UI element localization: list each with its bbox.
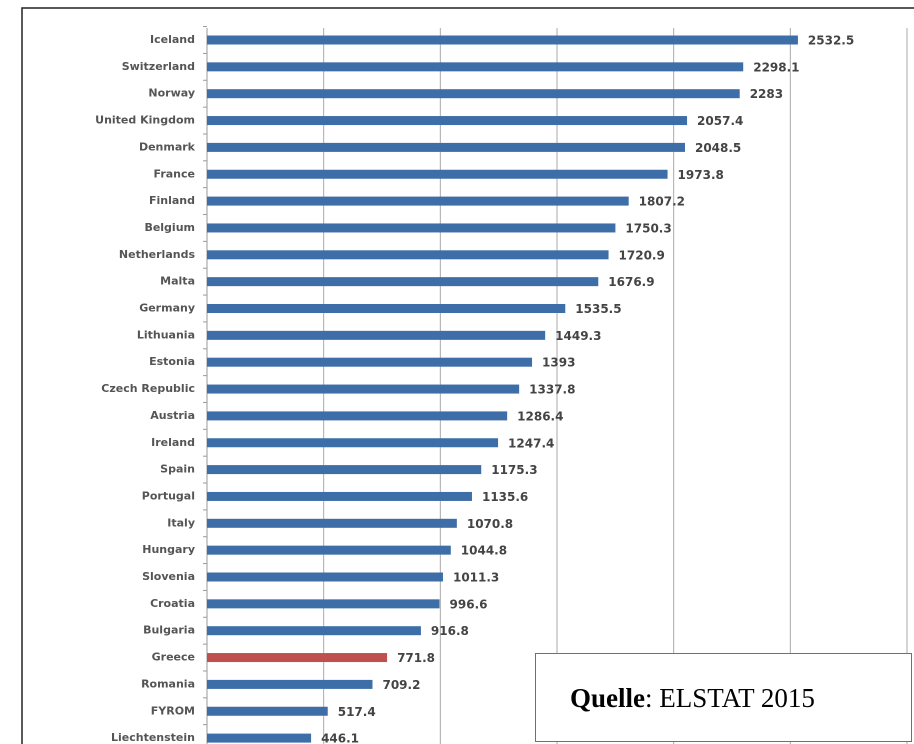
value-label: 916.8 [431,624,469,638]
bar [207,518,457,528]
value-label: 1750.3 [625,221,671,235]
bar [207,357,533,367]
value-label: 2298.1 [753,60,799,74]
bar [207,733,312,743]
source-label: Quelle [570,683,645,713]
bar [207,411,508,421]
bar [207,465,482,475]
value-label: 1011.3 [453,571,499,585]
value-label: 446.1 [321,732,359,744]
value-label: 1175.3 [491,463,537,477]
bar [207,679,373,689]
y-tick-label: Norway [148,87,195,100]
value-label: 996.6 [450,597,488,611]
bar [207,250,609,260]
bar [207,706,328,716]
y-tick-label: Croatia [150,597,195,610]
value-label: 771.8 [397,651,435,665]
bar [207,169,668,179]
value-label: 1044.8 [461,544,507,558]
bar [207,330,546,340]
y-tick-label: Netherlands [119,248,196,261]
y-tick-label: Bulgaria [143,624,195,637]
value-label: 2532.5 [808,34,854,48]
value-label: 517.4 [338,705,376,719]
source-box: Quelle: ELSTAT 2015 [535,653,912,742]
source-text: : ELSTAT 2015 [645,683,815,713]
y-tick-label: Switzerland [122,60,195,73]
y-tick-label: Romania [141,677,195,690]
y-tick-label: Czech Republic [101,382,195,395]
value-label: 2048.5 [695,141,741,155]
value-label: 1535.5 [575,302,621,316]
bar [207,35,798,45]
y-tick-label: Austria [150,409,195,422]
y-tick-label: Iceland [150,33,195,46]
chart-frame [21,7,914,744]
value-label: 1286.4 [517,409,563,423]
bar [207,438,499,448]
bar [207,491,472,501]
y-tick-label: Slovenia [142,570,195,583]
y-tick-label: Belgium [144,221,195,234]
y-tick-label: Denmark [139,140,196,153]
y-tick-label: France [154,167,195,180]
y-tick-label: Lithuania [137,328,195,341]
bar [207,116,688,126]
value-label: 1070.8 [467,517,513,531]
y-tick-label: Malta [160,275,195,288]
value-label: 1337.8 [529,383,575,397]
value-label: 1676.9 [608,275,654,289]
y-tick-label: Finland [149,194,195,207]
y-tick-label: United Kingdom [95,114,195,127]
y-tick-label: Estonia [149,355,195,368]
y-tick-label: FYROM [151,704,195,717]
bar [207,89,740,99]
value-label: 709.2 [382,678,420,692]
bar [207,545,451,555]
bar [207,599,440,609]
bar [207,626,421,636]
bar [207,653,388,663]
value-label: 2283 [750,87,783,101]
value-label: 1135.6 [482,490,528,504]
bar [207,277,599,287]
value-label: 1393 [542,356,575,370]
bar [207,223,616,233]
y-tick-label: Germany [139,302,195,315]
bar [207,142,685,152]
bar [207,384,520,394]
bar [207,62,744,72]
value-label: 1449.3 [555,329,601,343]
bar [207,304,566,313]
value-label: 2057.4 [697,114,743,128]
bar [207,572,443,582]
y-tick-label: Hungary [142,543,195,556]
value-label: 1247.4 [508,436,554,450]
y-tick-label: Greece [152,651,195,664]
y-tick-label: Spain [160,463,195,476]
value-label: 1973.8 [678,168,724,182]
value-label: 1720.9 [619,248,665,262]
bar [207,196,629,206]
y-tick-label: Italy [167,516,195,529]
y-tick-label: Portugal [142,489,195,502]
y-tick-label: Liechtenstein [111,731,195,744]
value-label: 1807.2 [639,195,685,209]
y-tick-label: Ireland [151,436,195,449]
